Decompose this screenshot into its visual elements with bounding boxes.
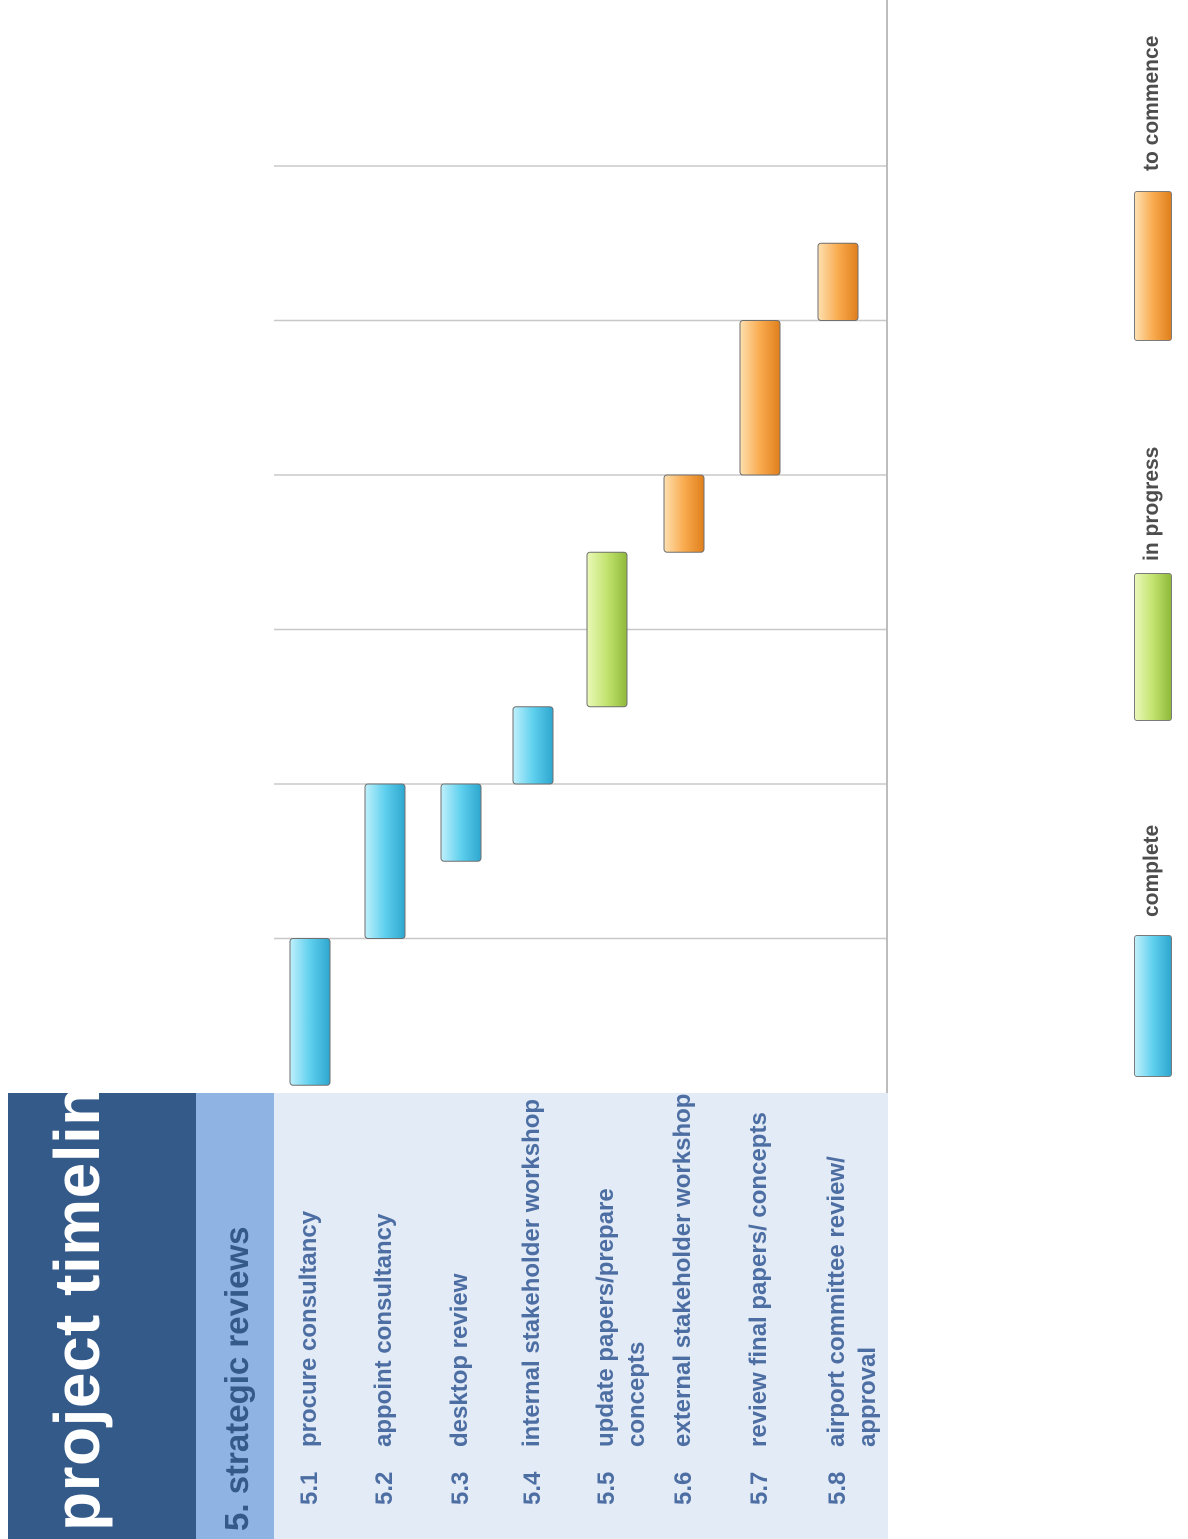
- task-number: 5.3: [447, 1471, 474, 1505]
- task-bar-5-7: [739, 320, 781, 476]
- task-number: 5.5: [593, 1471, 620, 1505]
- page-title: project timeline: [41, 1050, 113, 1531]
- legend-label-in-progress: in progress: [1140, 446, 1163, 561]
- legend-label-complete: complete: [1140, 824, 1163, 917]
- grid-background: [8, 0, 888, 1093]
- task-number: 5.4: [519, 1471, 546, 1505]
- task-label: desktop review: [446, 1273, 473, 1447]
- task-number: 5.2: [371, 1471, 398, 1505]
- task-bar-5-1: [289, 938, 331, 1086]
- legend-label-to-commence: to commence: [1140, 35, 1163, 171]
- gantt-grid: [8, 0, 888, 1093]
- task-bar-5-4: [512, 706, 554, 785]
- task-bar-5-6: [663, 474, 705, 553]
- task-bar-5-5: [586, 551, 628, 708]
- task-bar-5-2: [364, 783, 406, 939]
- task-number: 5.8: [824, 1471, 851, 1505]
- task-label: external stakeholder workshop: [669, 1093, 696, 1447]
- task-number: 5.1: [296, 1471, 323, 1505]
- task-label: review final papers/ concepts: [745, 1112, 772, 1447]
- legend-swatch-in-progress: [1134, 573, 1172, 721]
- task-bars: [289, 242, 859, 1086]
- task-label: internal stakeholder workshop: [518, 1098, 545, 1447]
- task-label: appoint consultancy: [370, 1213, 397, 1447]
- legend-swatch-complete: [1134, 935, 1172, 1077]
- task-bar-5-8: [817, 242, 859, 321]
- task-label: procure consultancy: [295, 1210, 322, 1447]
- task-label: update papers/prepare concepts: [592, 1188, 650, 1447]
- legend-swatch-to-commence: [1134, 191, 1172, 341]
- section-title: 5. strategic reviews: [218, 1226, 255, 1531]
- task-bar-5-3: [440, 783, 482, 862]
- task-label: airport committee review/ approval: [823, 1156, 881, 1447]
- task-number: 5.6: [670, 1471, 697, 1505]
- task-list-panel: [274, 1093, 888, 1539]
- task-number: 5.7: [746, 1471, 773, 1505]
